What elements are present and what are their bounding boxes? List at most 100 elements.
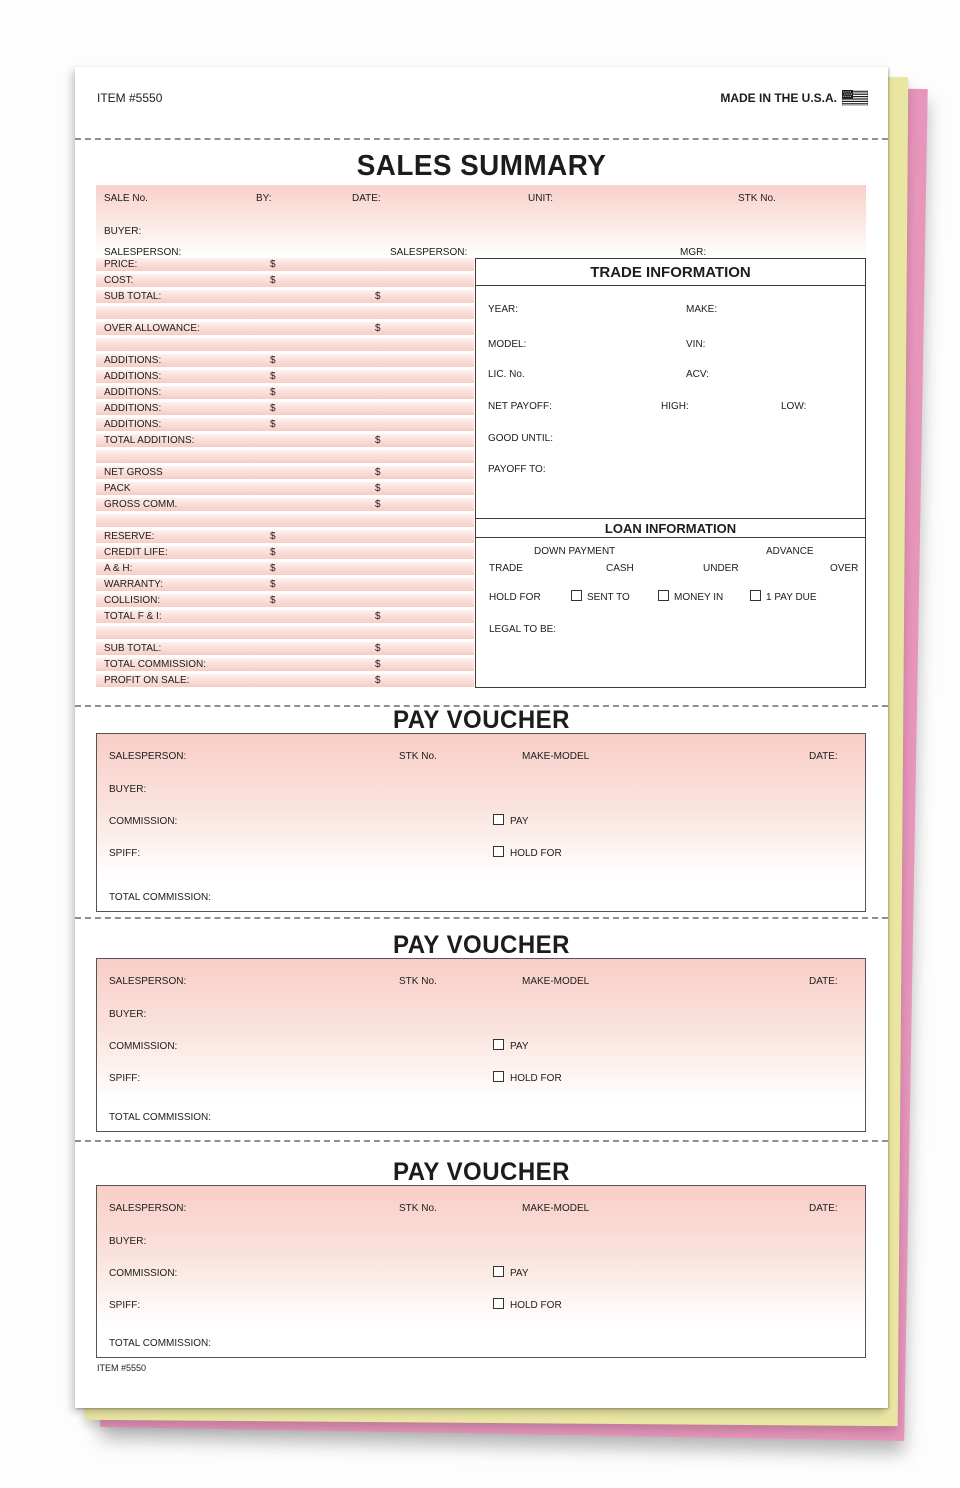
net-payoff-label: NET PAYOFF:	[488, 401, 552, 412]
summary-row: PRICE: $	[96, 258, 474, 271]
voucher-buyer-label: BUYER:	[109, 784, 147, 795]
dollar-sign: $	[270, 371, 276, 382]
dollar-sign: $	[375, 675, 381, 686]
sale-no-label: SALE No.	[104, 193, 148, 204]
dollar-sign: $	[270, 259, 276, 270]
summary-row-label: NET GROSS	[104, 467, 163, 478]
voucher-spiff-label: SPIFF:	[109, 1073, 141, 1084]
dollar-sign: $	[375, 483, 381, 494]
dollar-sign: $	[270, 563, 276, 574]
voucher-total-commission-label: TOTAL COMMISSION:	[109, 1112, 212, 1123]
perforation-line	[75, 138, 888, 140]
sent-to-checkbox	[571, 590, 582, 601]
dollar-sign: $	[270, 547, 276, 558]
voucher-salesperson-label: SALESPERSON:	[109, 976, 187, 987]
summary-row-label: PROFIT ON SALE:	[104, 675, 190, 686]
summary-row: WARRANTY: $	[96, 578, 474, 591]
dollar-sign: $	[375, 659, 381, 670]
item-number-footer: ITEM #5550	[97, 1363, 147, 1373]
unit-label: UNIT:	[528, 193, 553, 204]
summary-row: CREDIT LIFE: $	[96, 546, 474, 559]
trade-label: TRADE	[489, 563, 523, 574]
salesperson-label: SALESPERSON:	[390, 247, 468, 258]
summary-row-label: ADDITIONS:	[104, 387, 162, 398]
dollar-sign: $	[270, 579, 276, 590]
over-label: OVER	[830, 563, 859, 574]
summary-row: RESERVE: $	[96, 530, 474, 543]
item-number: ITEM #5550	[97, 91, 163, 105]
voucher-stk-no-label: STK No.	[399, 1203, 437, 1214]
summary-row: ADDITIONS: $	[96, 402, 474, 415]
pay-voucher-title: PAY VOUCHER	[393, 931, 570, 959]
summary-row: TOTAL F & I: $	[96, 610, 474, 623]
salesperson-label: SALESPERSON:	[104, 247, 182, 258]
sales-header-band: SALE No. BY: DATE: UNIT: STK No. BUYER: …	[96, 185, 866, 258]
summary-row-label: PRICE:	[104, 259, 138, 270]
voucher-date-label: DATE:	[809, 751, 838, 762]
summary-row-blank	[96, 450, 474, 463]
hold-for-label: HOLD FOR	[489, 592, 541, 603]
dollar-sign: $	[375, 291, 381, 302]
dollar-sign: $	[270, 595, 276, 606]
under-label: UNDER	[703, 563, 739, 574]
voucher-make-model-label: MAKE-MODEL	[522, 751, 590, 762]
good-until-label: GOOD UNTIL:	[488, 433, 554, 444]
dollar-sign: $	[375, 611, 381, 622]
voucher-total-commission-label: TOTAL COMMISSION:	[109, 892, 212, 903]
voucher-salesperson-label: SALESPERSON:	[109, 751, 187, 762]
summary-row: OVER ALLOWANCE: $	[96, 322, 474, 335]
loan-information-title: LOAN INFORMATION	[476, 518, 865, 538]
cash-label: CASH	[606, 563, 634, 574]
voucher-commission-label: COMMISSION:	[109, 1268, 178, 1279]
summary-row: COLLISION: $	[96, 594, 474, 607]
model-label: MODEL:	[488, 339, 527, 350]
money-in-checkbox	[658, 590, 669, 601]
summary-row-label: ADDITIONS:	[104, 419, 162, 430]
voucher-date-label: DATE:	[809, 1203, 838, 1214]
money-in-label: MONEY IN	[674, 592, 724, 603]
dollar-sign: $	[375, 435, 381, 446]
summary-row: ADDITIONS: $	[96, 354, 474, 367]
made-in-usa-label: MADE IN THE U.S.A.	[720, 91, 837, 105]
summary-row-label: OVER ALLOWANCE:	[104, 323, 200, 334]
dollar-sign: $	[270, 275, 276, 286]
summary-row-blank	[96, 306, 474, 319]
form-title: SALES SUMMARY	[356, 150, 607, 182]
summary-row-label: SUB TOTAL:	[104, 643, 162, 654]
voucher-make-model-label: MAKE-MODEL	[522, 1203, 590, 1214]
summary-row: ADDITIONS: $	[96, 418, 474, 431]
summary-row: PROFIT ON SALE: $	[96, 674, 474, 687]
summary-row-blank	[96, 514, 474, 527]
summary-row-label: TOTAL ADDITIONS:	[104, 435, 195, 446]
voucher-hold-for-label: HOLD FOR	[510, 1073, 562, 1084]
make-label: MAKE:	[686, 304, 718, 315]
hold-for-checkbox	[493, 846, 504, 857]
trade-information-title: TRADE INFORMATION	[476, 259, 865, 286]
voucher-pay-label: PAY	[510, 1268, 529, 1279]
stk-no-label: STK No.	[738, 193, 776, 204]
vin-label: VIN:	[686, 339, 706, 350]
summary-row-label: ADDITIONS:	[104, 403, 162, 414]
summary-row-label: GROSS COMM.	[104, 499, 178, 510]
low-label: LOW:	[781, 401, 807, 412]
voucher-stk-no-label: STK No.	[399, 976, 437, 987]
voucher-hold-for-label: HOLD FOR	[510, 1300, 562, 1311]
perforation-line	[75, 917, 888, 919]
one-pay-due-label: 1 PAY DUE	[766, 592, 817, 603]
summary-row-label: PACK	[104, 483, 131, 494]
usa-flag-icon	[842, 90, 868, 106]
voucher-commission-label: COMMISSION:	[109, 816, 178, 827]
pay-checkbox	[493, 1266, 504, 1277]
advance-label: ADVANCE	[766, 546, 814, 557]
summary-row-label: TOTAL COMMISSION:	[104, 659, 207, 670]
date-label: DATE:	[352, 193, 381, 204]
mgr-label: MGR:	[680, 247, 707, 258]
voucher-spiff-label: SPIFF:	[109, 1300, 141, 1311]
dollar-sign: $	[270, 419, 276, 430]
summary-row-label: A & H:	[104, 563, 133, 574]
voucher-buyer-label: BUYER:	[109, 1236, 147, 1247]
summary-row-label: ADDITIONS:	[104, 355, 162, 366]
pay-voucher-box: SALESPERSON: STK No. MAKE-MODEL DATE: BUYER:…	[96, 733, 866, 912]
pay-voucher-box: SALESPERSON: STK No. MAKE-MODEL DATE: BUYER:…	[96, 1185, 866, 1358]
summary-row-label: COST:	[104, 275, 134, 286]
